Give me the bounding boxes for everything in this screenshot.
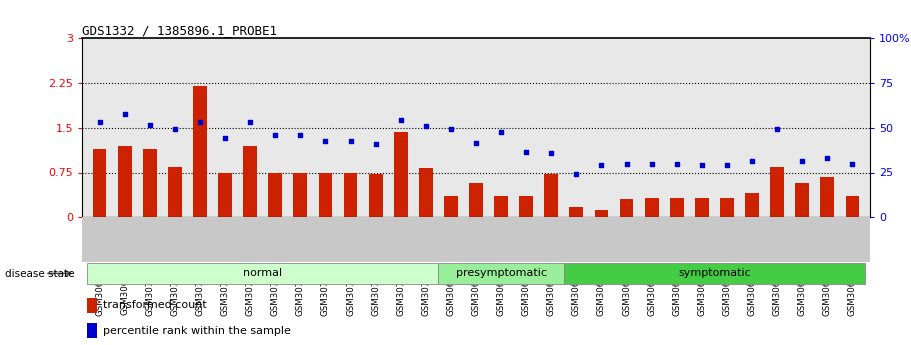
Bar bbox=[770, 167, 784, 217]
Bar bbox=[343, 172, 357, 217]
FancyBboxPatch shape bbox=[87, 263, 438, 284]
Bar bbox=[670, 198, 683, 217]
Point bbox=[494, 130, 508, 135]
Bar bbox=[87, 297, 97, 313]
Point bbox=[444, 126, 458, 131]
Bar bbox=[469, 183, 483, 217]
Point bbox=[418, 124, 433, 129]
Bar bbox=[243, 146, 257, 217]
Bar bbox=[821, 177, 834, 217]
Text: percentile rank within the sample: percentile rank within the sample bbox=[103, 326, 291, 336]
Point bbox=[118, 111, 132, 117]
Bar bbox=[845, 196, 859, 217]
Bar bbox=[569, 207, 583, 217]
Bar bbox=[118, 146, 131, 217]
Bar bbox=[419, 168, 433, 217]
Point bbox=[92, 119, 107, 125]
Text: disease state: disease state bbox=[5, 269, 74, 279]
Point bbox=[368, 142, 383, 147]
Point bbox=[318, 138, 333, 144]
Point bbox=[820, 155, 834, 160]
Bar bbox=[369, 174, 383, 217]
Bar bbox=[394, 132, 407, 217]
Point bbox=[745, 158, 760, 163]
Text: GDS1332 / 1385896.1_PROBE1: GDS1332 / 1385896.1_PROBE1 bbox=[82, 24, 277, 37]
Text: transformed count: transformed count bbox=[103, 300, 207, 310]
Point bbox=[845, 161, 860, 166]
Point bbox=[544, 150, 558, 156]
Point bbox=[670, 161, 684, 166]
Point bbox=[469, 140, 484, 145]
Point bbox=[569, 171, 584, 177]
Point bbox=[644, 161, 659, 166]
Bar bbox=[519, 196, 533, 217]
Bar bbox=[645, 198, 659, 217]
Bar bbox=[494, 196, 508, 217]
Bar bbox=[695, 198, 709, 217]
Bar bbox=[720, 198, 734, 217]
Bar bbox=[293, 172, 307, 217]
Point bbox=[218, 136, 232, 141]
Point bbox=[142, 122, 157, 127]
Point bbox=[519, 149, 534, 154]
Point bbox=[268, 132, 282, 138]
Point bbox=[394, 118, 408, 123]
Bar bbox=[595, 210, 609, 217]
Bar bbox=[93, 149, 107, 217]
Point bbox=[192, 119, 207, 125]
Text: normal: normal bbox=[243, 268, 282, 278]
FancyBboxPatch shape bbox=[564, 263, 865, 284]
Bar bbox=[745, 194, 759, 217]
Point bbox=[720, 162, 734, 167]
Bar bbox=[545, 174, 558, 217]
Bar bbox=[619, 199, 633, 217]
Bar bbox=[269, 172, 282, 217]
Bar bbox=[193, 86, 207, 217]
Bar bbox=[795, 183, 809, 217]
Bar bbox=[168, 167, 182, 217]
FancyBboxPatch shape bbox=[438, 263, 564, 284]
Bar bbox=[218, 172, 232, 217]
Point bbox=[293, 132, 308, 138]
Text: presymptomatic: presymptomatic bbox=[456, 268, 547, 278]
Bar bbox=[143, 149, 157, 217]
Bar bbox=[87, 323, 97, 338]
Point bbox=[619, 161, 634, 166]
Point bbox=[694, 162, 709, 167]
Point bbox=[168, 126, 182, 131]
Point bbox=[770, 126, 784, 131]
Point bbox=[243, 119, 258, 125]
Point bbox=[795, 158, 810, 163]
Bar bbox=[444, 196, 458, 217]
Point bbox=[343, 138, 358, 144]
Point bbox=[594, 162, 609, 167]
Text: symptomatic: symptomatic bbox=[678, 268, 751, 278]
Bar bbox=[319, 172, 333, 217]
